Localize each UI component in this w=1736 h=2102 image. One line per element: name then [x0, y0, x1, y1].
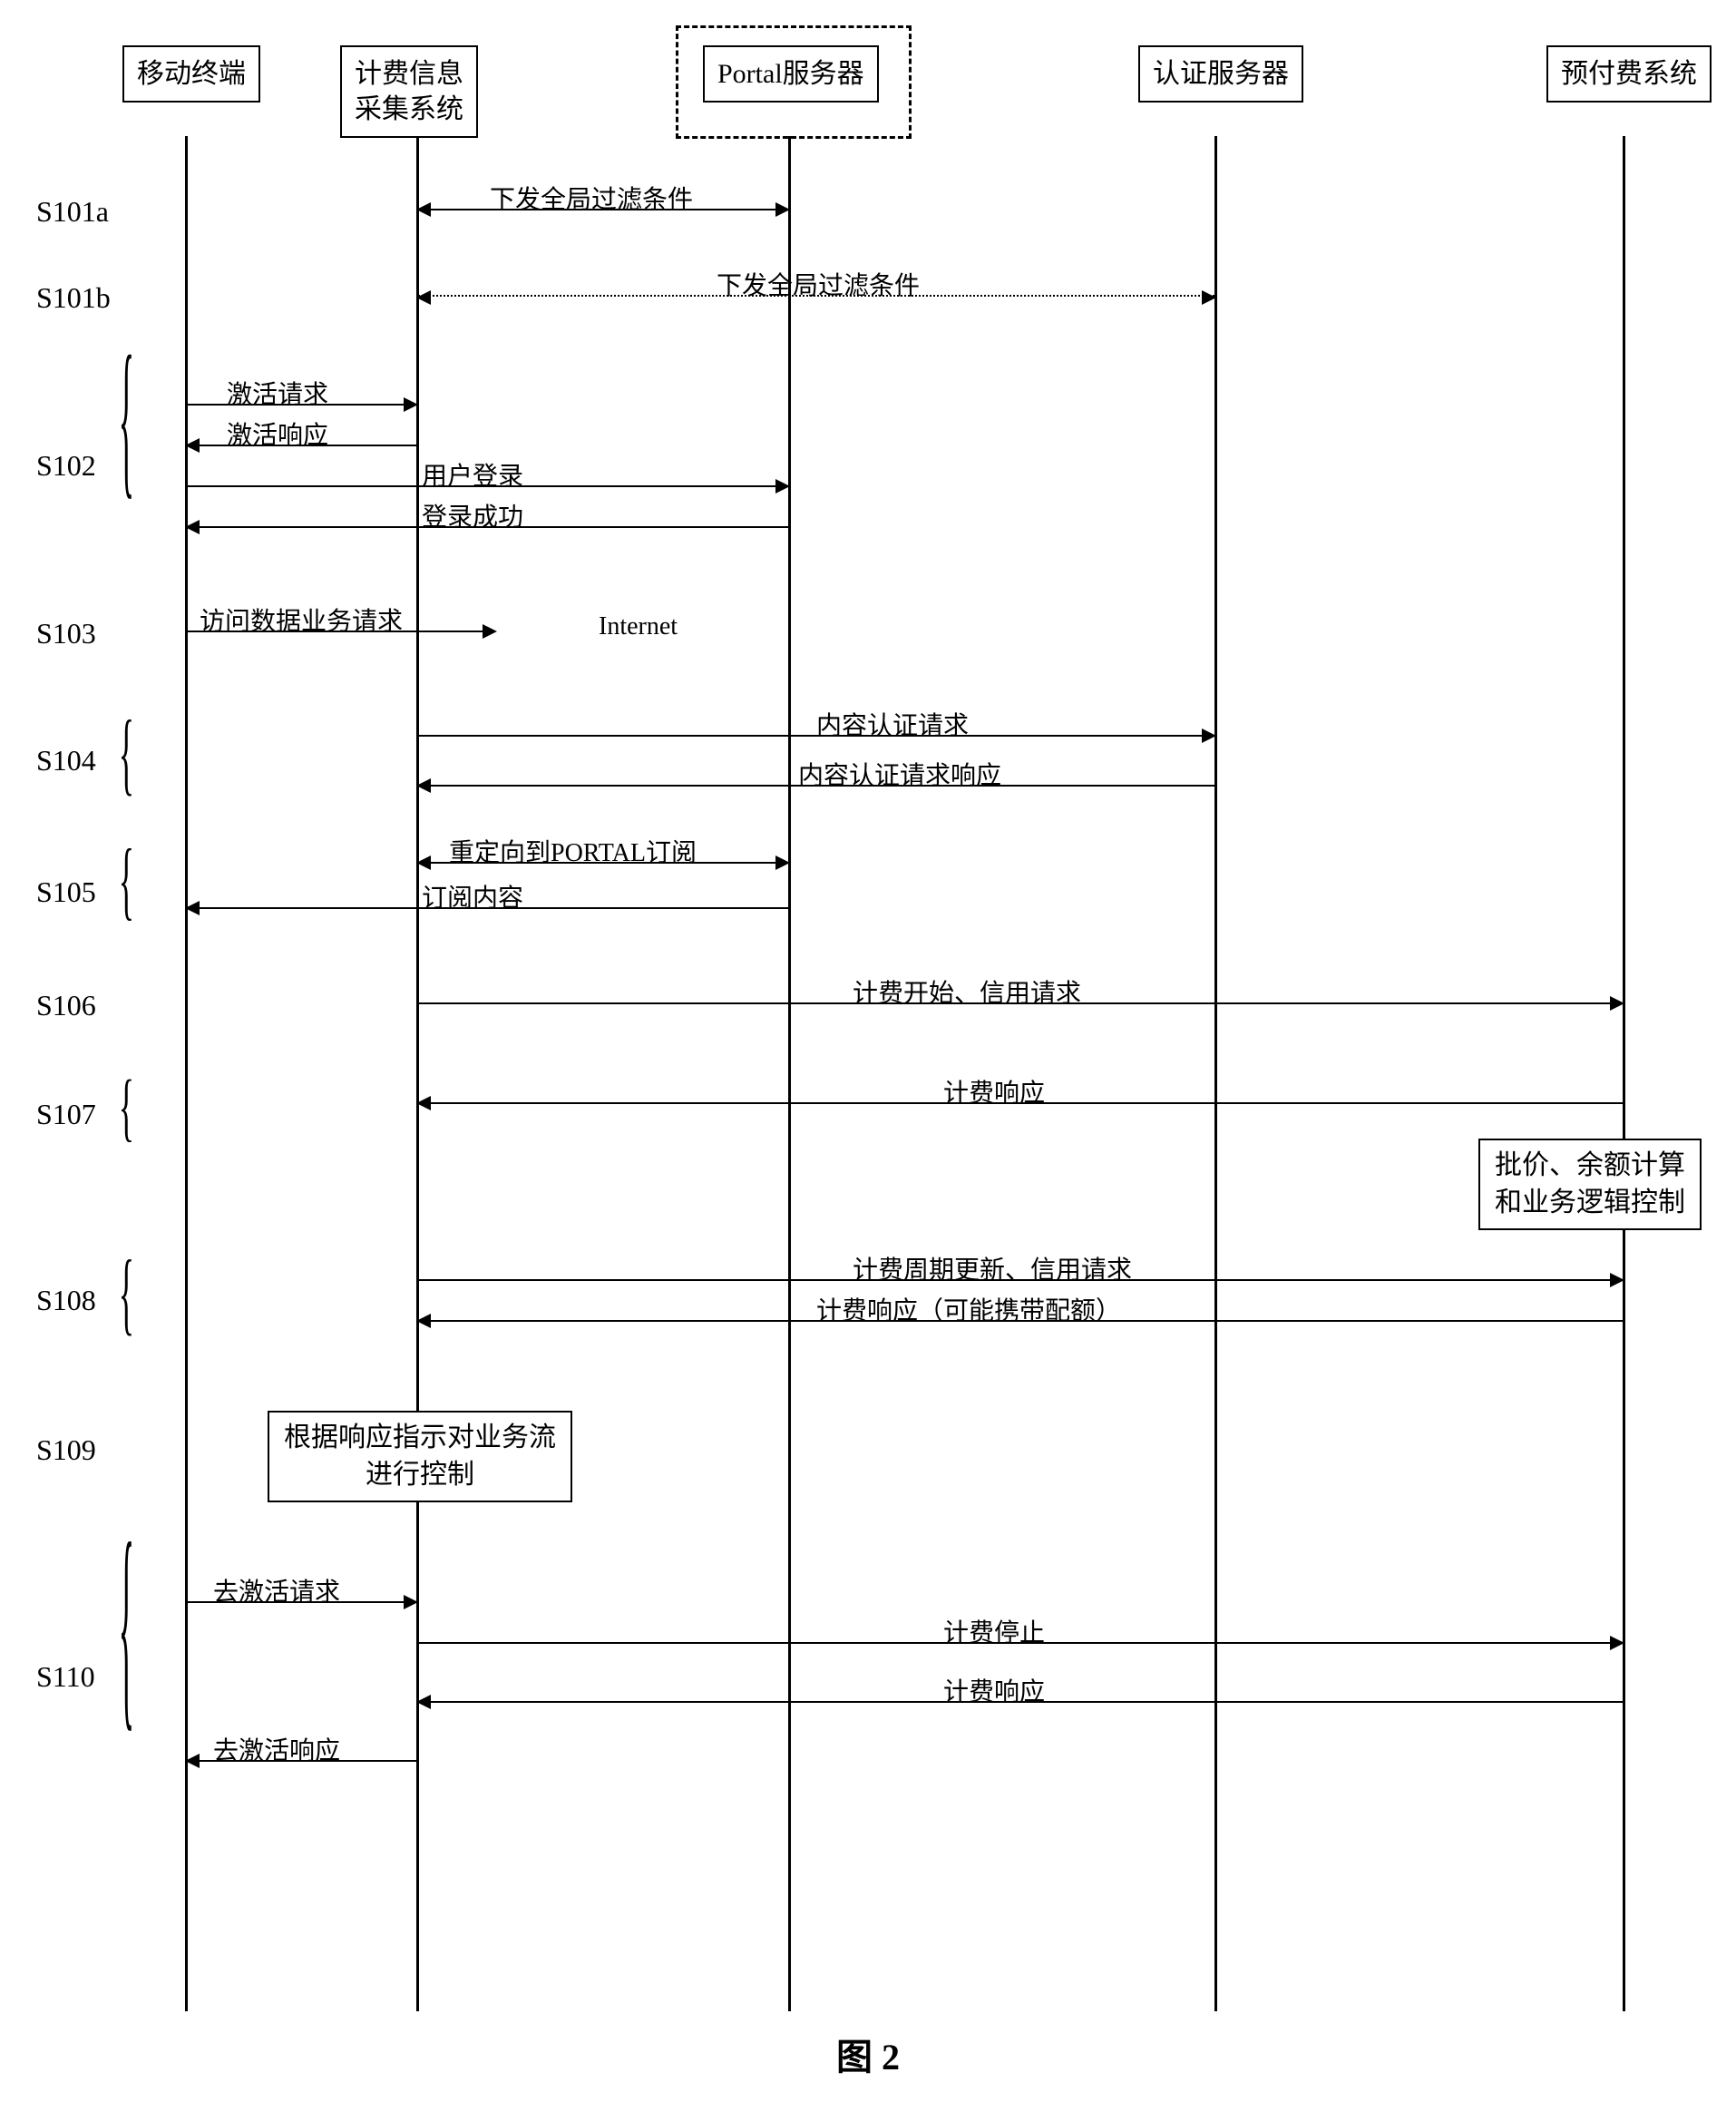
label-s102a: 激活请求	[227, 375, 328, 411]
label-s101b: 下发全局过滤条件	[717, 266, 920, 302]
step-s102: S102	[36, 449, 96, 483]
participant-mobile-terminal: 移动终端	[122, 45, 260, 103]
label-s110c: 计费响应	[943, 1672, 1045, 1708]
label-s107: 计费响应	[943, 1073, 1045, 1110]
label-s105a: 重定向到PORTAL订阅	[449, 833, 697, 869]
brace-s110: {	[119, 1510, 134, 1738]
participant-prepaid-system: 预付费系统	[1546, 45, 1712, 103]
label-s102c: 用户登录	[422, 456, 523, 493]
participant-portal-server: Portal服务器	[703, 45, 879, 103]
label-s103: 访问数据业务请求	[200, 601, 403, 638]
label-s108a: 计费周期更新、信用请求	[853, 1250, 1132, 1286]
step-s108: S108	[36, 1284, 96, 1317]
step-s106: S106	[36, 989, 96, 1022]
participant-auth-server: 认证服务器	[1138, 45, 1303, 103]
step-s101b: S101b	[36, 281, 111, 315]
sequence-diagram: 移动终端 计费信息 采集系统 Portal服务器 认证服务器 预付费系统 S10…	[18, 18, 1718, 2084]
step-s103: S103	[36, 617, 96, 650]
step-s105: S105	[36, 875, 96, 909]
brace-s108: {	[119, 1247, 134, 1339]
step-s107: S107	[36, 1098, 96, 1131]
label-s110d: 去激活响应	[213, 1731, 340, 1767]
lifeline-5	[1623, 136, 1625, 2011]
note-s109: 根据响应指示对业务流 进行控制	[268, 1411, 572, 1502]
lifeline-3	[788, 136, 791, 2011]
label-s102d: 登录成功	[422, 497, 523, 533]
step-s110: S110	[36, 1660, 95, 1694]
participant-billing-collector: 计费信息 采集系统	[340, 45, 478, 138]
label-s101a: 下发全局过滤条件	[490, 180, 693, 216]
label-s110b: 计费停止	[943, 1613, 1045, 1649]
lifeline-1	[185, 136, 188, 2011]
label-s108b: 计费响应（可能携带配额）	[816, 1291, 1121, 1327]
step-s109: S109	[36, 1433, 96, 1467]
internet-label: Internet	[599, 612, 678, 641]
brace-s105: {	[119, 836, 134, 924]
label-s104a: 内容认证请求	[816, 706, 969, 742]
label-s110a: 去激活请求	[213, 1572, 340, 1608]
step-s101a: S101a	[36, 195, 109, 229]
figure-label: 图 2	[18, 2028, 1718, 2080]
step-s104: S104	[36, 744, 96, 777]
note-s107: 批价、余额计算 和业务逻辑控制	[1478, 1139, 1702, 1230]
brace-s107: {	[119, 1069, 134, 1145]
brace-s104: {	[119, 707, 134, 799]
label-s102b: 激活响应	[227, 416, 328, 452]
label-s105b: 订阅内容	[422, 878, 523, 914]
brace-s102: {	[119, 330, 134, 504]
lifeline-4	[1214, 136, 1217, 2011]
label-s106: 计费开始、信用请求	[853, 973, 1081, 1010]
label-s104b: 内容认证请求响应	[798, 756, 1001, 792]
lifeline-2	[416, 136, 419, 2011]
